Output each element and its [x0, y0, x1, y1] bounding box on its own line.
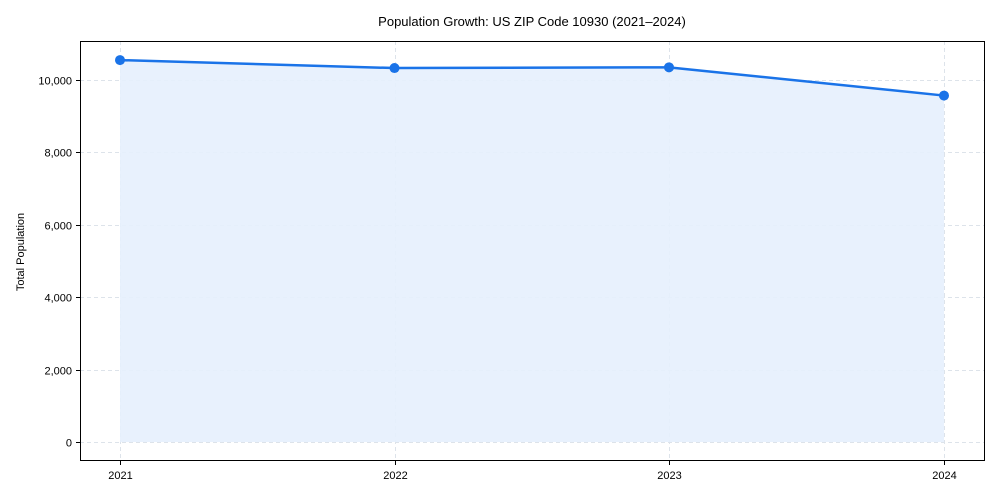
y-tick-label: 2,000	[44, 366, 72, 378]
x-tick-label: 2023	[657, 470, 681, 482]
y-tick-label: 0	[66, 438, 72, 450]
data-point-marker-2022	[389, 63, 400, 74]
area-fill-shape	[120, 60, 944, 443]
y-tick-label: 4,000	[44, 293, 72, 305]
chart-title: Population Growth: US ZIP Code 10930 (20…	[378, 14, 686, 29]
x-tick-label: 2022	[383, 470, 407, 482]
y-axis-label: Total Population	[15, 213, 27, 291]
data-point-marker-2021	[115, 55, 125, 66]
y-tick-label: 8,000	[44, 148, 72, 160]
x-tick-label: 2024	[932, 470, 956, 482]
data-point-marker-2023	[664, 62, 674, 73]
plot-frame	[80, 41, 985, 461]
x-axis: 2021 2022 2023 2024	[108, 461, 957, 482]
area-fill	[120, 60, 944, 443]
y-tick-label: 6,000	[44, 221, 72, 233]
data-point-marker-2024	[939, 90, 949, 101]
data-markers	[115, 55, 949, 101]
series-line	[119, 58, 945, 97]
data-line	[119, 58, 945, 97]
x-tick-label: 2021	[108, 470, 132, 482]
y-axis: 0 2,000 4,000 6,000 8,000 10,000	[38, 76, 80, 450]
y-tick-label: 10,000	[38, 76, 72, 88]
